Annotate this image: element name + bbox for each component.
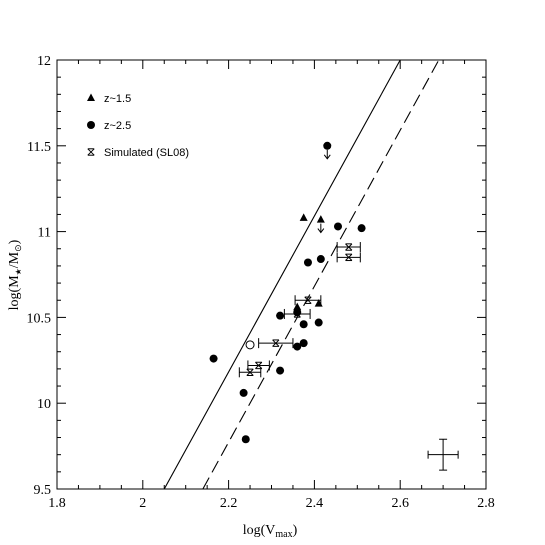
legend-marker-star — [87, 148, 95, 156]
data-point-simulated-sl08 — [345, 243, 353, 251]
data-point-z-2-5 — [209, 354, 218, 363]
y-axis-label: log(M★/M⊙) — [7, 239, 23, 310]
legend-label: Simulated (SL08) — [104, 147, 189, 159]
data-point-z-1-5 — [293, 302, 302, 311]
data-point-z-2-5 — [323, 141, 332, 150]
legend-marker-triangle — [87, 93, 95, 101]
data-point-z-2-5 — [239, 388, 248, 397]
data-point-z-1-5 — [316, 215, 325, 223]
data-point-z-1-5 — [299, 213, 308, 221]
solid-fit-line — [163, 60, 401, 489]
x-tick-label: 1.8 — [48, 496, 66, 511]
x-tick-label: 2.8 — [477, 496, 495, 511]
data-point-z-2-5 — [333, 222, 342, 231]
data-point-simulated-sl08 — [304, 296, 312, 304]
data-point-simulated-sl08 — [272, 339, 280, 347]
x-axis-label: log(Vmax) — [243, 523, 298, 540]
data-point-z-2-5 — [293, 308, 302, 317]
x-tick-label: 2.6 — [391, 496, 409, 511]
y-tick-label: 11.5 — [27, 140, 51, 155]
legend-marker-circle — [87, 121, 95, 129]
axes: 1.8 2 2.2 2.4 2.6 2.8 9.5 10 10.5 11 11.5 12 — [27, 54, 495, 511]
y-tick-label: 12 — [37, 54, 51, 69]
data-point-z-2-5 — [241, 435, 250, 444]
data-point-z-2-5 — [299, 339, 308, 348]
legend-label: z~1.5 — [104, 93, 131, 105]
y-tick-label: 11 — [38, 226, 51, 241]
data-point-z-2-5 — [357, 224, 366, 233]
x-tick-label: 2.4 — [306, 496, 324, 511]
data-point-z-2-5 — [293, 342, 302, 351]
y-tick-label: 10 — [37, 397, 51, 412]
data-point-z-2-5 — [276, 366, 285, 375]
data-point-z-2-5 — [276, 311, 285, 320]
plot-area — [163, 60, 459, 489]
legend: z~1.5 z~2.5 Simulated (SL08) — [87, 93, 189, 159]
data-point-z-2-5 — [314, 318, 323, 327]
data-point-z-2-5-open — [245, 340, 255, 350]
upper-limit-arrowhead — [317, 228, 325, 234]
y-tick-label: 9.5 — [34, 483, 52, 498]
dashed-fit-line — [202, 60, 440, 489]
x-tick-label: 2.2 — [220, 496, 238, 511]
data-point-simulated-sl08 — [293, 310, 301, 318]
y-tick-label: 10.5 — [27, 311, 52, 326]
data-point-z-2-5 — [303, 258, 312, 267]
data-point-z-2-5 — [316, 255, 325, 264]
x-tick-label: 2 — [139, 496, 146, 511]
data-point-simulated-sl08 — [246, 368, 254, 377]
data-point-simulated-sl08 — [345, 253, 353, 262]
legend-label: z~2.5 — [104, 120, 131, 132]
data-point-z-2-5 — [299, 320, 308, 329]
upper-limit-arrowhead — [323, 154, 331, 160]
